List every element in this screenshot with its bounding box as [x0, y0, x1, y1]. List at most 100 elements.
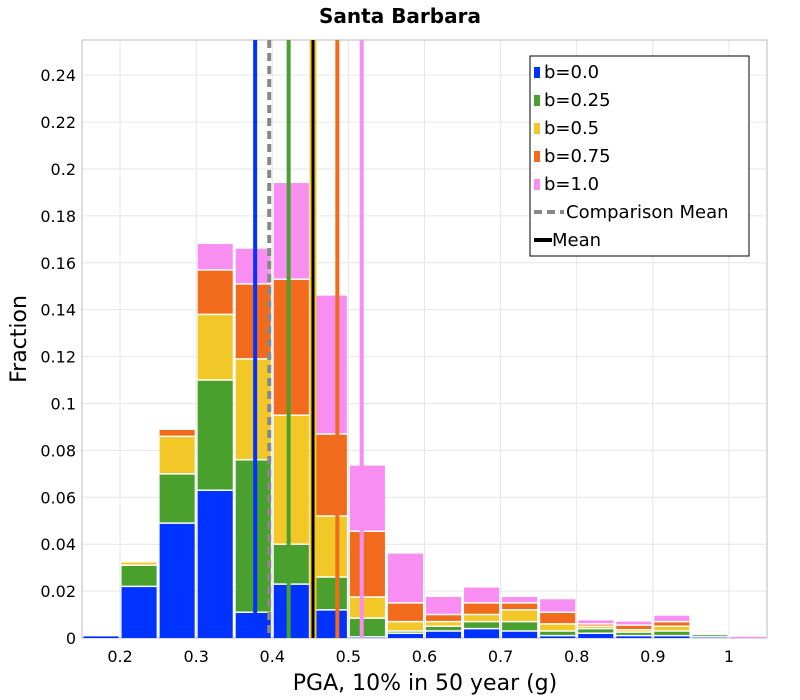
legend-label: b=0.75: [544, 146, 611, 167]
legend-label: b=1.0: [544, 174, 599, 195]
bar-segment-b=0.25: [349, 618, 385, 637]
y-axis-label: Fraction: [7, 295, 32, 383]
chart-title: Santa Barbara: [319, 4, 481, 28]
bar-segment-b=0.25: [540, 630, 576, 636]
y-tick-label: 0.12: [40, 348, 76, 367]
legend-label: Mean: [552, 230, 601, 251]
bar-segment-b=0.5: [578, 626, 614, 629]
bar-segment-b=0.25: [502, 621, 538, 631]
bar-segment-b=0.0: [426, 630, 462, 638]
y-tick-label: 0.04: [40, 535, 76, 554]
bar-segment-b=0.0: [502, 630, 538, 638]
x-tick-label: 0.4: [260, 647, 285, 666]
bar-segment-b=0.25: [273, 544, 309, 585]
mean-lines-group: [253, 40, 364, 638]
bar-segment-b=0.25: [654, 630, 690, 636]
x-tick-label: 0.2: [107, 647, 132, 666]
bar-segment-b=1.0: [502, 596, 538, 603]
x-tick-labels: 0.2 0.3 0.4 0.5 0.6 0.7 0.8 0.9 1: [107, 647, 734, 666]
legend: b=0.0 b=0.25 b=0.5 b=0.75 b=1.0 Comparison Me…: [529, 55, 750, 257]
bar-segment-b=1.0: [540, 599, 576, 613]
bar-segment-b=0.25: [692, 634, 728, 637]
bar-segment-b=0.5: [464, 614, 500, 622]
legend-label: b=0.5: [544, 118, 599, 139]
bar-segment-b=0.75: [654, 621, 690, 627]
bar-segment-b=0.75: [464, 602, 500, 615]
bar-segment-b=0.75: [349, 531, 385, 597]
bar-segment-b=0.0: [464, 628, 500, 638]
x-tick-label: 0.9: [640, 647, 665, 666]
bar-segment-b=0.75: [540, 612, 576, 624]
bar-segment-b=1.0: [654, 615, 690, 622]
bar-segment-b=1.0: [273, 183, 309, 280]
bar-segment-b=1.0: [197, 244, 233, 270]
legend-label: b=0.25: [544, 90, 611, 111]
x-tick-label: 0.5: [336, 647, 361, 666]
bar-segment-b=0.5: [426, 621, 462, 627]
bar-segment-b=0.0: [616, 635, 652, 638]
bar-segment-b=0.0: [540, 635, 576, 638]
bar-segment-b=0.25: [426, 626, 462, 631]
bar-segment-b=0.5: [159, 436, 195, 474]
bars-group: [83, 183, 766, 638]
bar-segment-b=0.5: [311, 516, 347, 578]
bar-segment-b=1.0: [730, 636, 766, 638]
legend-swatch: [534, 123, 540, 134]
bar-segment-b=0.0: [387, 633, 423, 638]
y-tick-label: 0.16: [40, 254, 76, 273]
bar-segment-b=0.5: [387, 621, 423, 631]
bar-segment-b=0.0: [578, 633, 614, 638]
bar-segment-b=0.25: [464, 621, 500, 629]
bar-segment-b=0.25: [616, 632, 652, 636]
y-tick-labels: 0 0.02 0.04 0.06 0.08 0.1 0.12 0.14 0.16 0.18 0.2 0…: [40, 66, 76, 648]
bar-segment-b=1.0: [311, 295, 347, 434]
y-tick-label: 0.02: [40, 582, 76, 601]
bar-segment-b=0.75: [502, 602, 538, 610]
bar-segment-b=0.0: [311, 609, 347, 638]
legend-label: b=0.0: [544, 62, 599, 83]
x-tick-label: 0.7: [488, 647, 513, 666]
bar-segment-b=1.0: [426, 596, 462, 615]
bar-segment-b=1.0: [616, 621, 652, 626]
bar-segment-b=0.25: [311, 577, 347, 610]
y-tick-label: 0.08: [40, 441, 76, 460]
bar-segment-b=0.25: [578, 628, 614, 634]
bar-segment-b=0.25: [197, 380, 233, 491]
legend-swatch: [534, 179, 540, 190]
legend-swatch: [534, 151, 540, 162]
x-tick-label: 1: [724, 647, 734, 666]
x-tick-label: 0.3: [183, 647, 208, 666]
bar-segment-b=0.0: [121, 586, 157, 638]
y-tick-label: 0.1: [51, 394, 76, 413]
y-tick-label: 0.18: [40, 207, 76, 226]
bar-segment-b=0.0: [159, 523, 195, 638]
x-tick-label: 0.6: [412, 647, 437, 666]
bar-segment-b=0.75: [311, 433, 347, 517]
bar-segment-b=0.75: [578, 623, 614, 627]
legend-box: [529, 55, 750, 257]
plot-area: [81, 39, 768, 639]
bar-segment-b=0.5: [349, 596, 385, 619]
bar-segment-b=1.0: [578, 620, 614, 624]
bar-segment-b=0.75: [426, 614, 462, 622]
bar-segment-b=0.5: [540, 623, 576, 631]
legend-swatch: [534, 67, 540, 78]
bar-segment-b=1.0: [349, 465, 385, 532]
x-tick-label: 0.8: [564, 647, 589, 666]
x-axis-label: PGA, 10% in 50 year (g): [293, 671, 557, 696]
bar-segment-b=0.75: [616, 625, 652, 630]
bar-segment-b=0.0: [654, 635, 690, 638]
bar-segment-b=0.75: [387, 602, 423, 622]
bar-segment-b=0.25: [387, 630, 423, 634]
bar-segment-b=1.0: [464, 587, 500, 603]
bar-segment-b=0.5: [121, 561, 157, 566]
bar-segment-b=0.75: [197, 269, 233, 315]
bar-segment-b=0.5: [197, 314, 233, 381]
bar-segment-b=0.0: [83, 635, 119, 638]
bar-segment-b=0.25: [121, 565, 157, 587]
y-tick-label: 0.2: [51, 160, 76, 179]
legend-swatch: [534, 95, 540, 106]
bar-segment-b=0.0: [197, 490, 233, 638]
y-tick-label: 0: [66, 629, 76, 648]
y-tick-label: 0.24: [40, 66, 76, 85]
